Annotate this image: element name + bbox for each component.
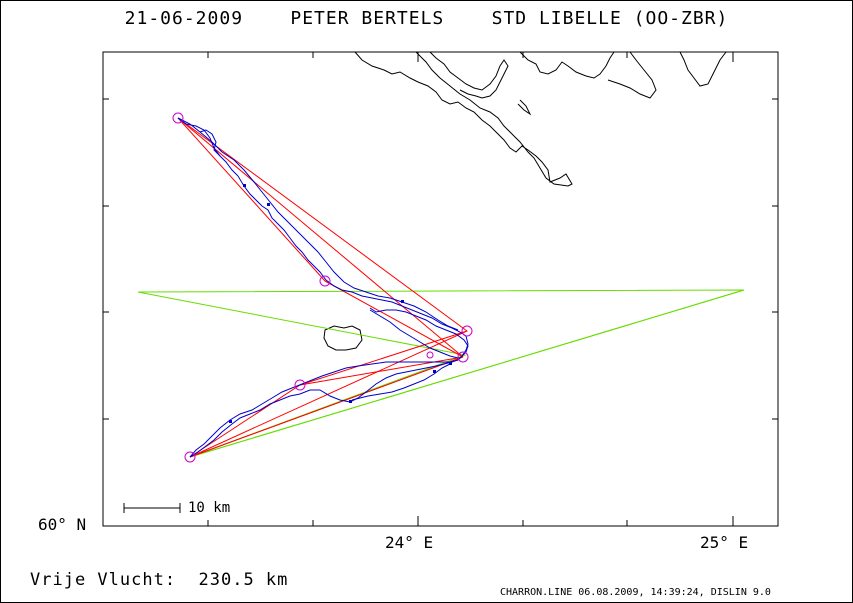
top-ticks (207, 52, 734, 62)
latitude-label: 60° N (38, 515, 87, 534)
turnpoint-marker (294, 379, 306, 391)
bottom-ticks (207, 516, 734, 526)
scale-bar (123, 503, 181, 513)
turnpoint-marker (319, 275, 331, 287)
distance-summary: Vrije Vlucht: 230.5 km (30, 570, 289, 590)
coastline (354, 51, 727, 187)
flight-track (177, 117, 469, 458)
turnpoint-marker (172, 112, 184, 124)
longitude-label: 24° E (385, 533, 434, 552)
island-outline (323, 325, 363, 351)
scale-label: 10 km (188, 500, 231, 516)
longitude-label: 25° E (700, 533, 749, 552)
turnpoint-marker (457, 351, 469, 363)
left-ticks (103, 98, 109, 527)
turnpoints (172, 112, 473, 463)
turnpoint-marker (184, 451, 196, 463)
turnpoint-marker (426, 351, 434, 359)
right-ticks (772, 98, 778, 420)
track-markers (229, 184, 452, 423)
plot-border (102, 51, 779, 527)
turnpoint-marker (461, 325, 473, 337)
credit-line: CHARRON.LINE 06.08.2009, 14:39:24, DISLI… (500, 587, 771, 598)
page-title: 21-06-2009 PETER BERTELS STD LIBELLE (OO… (124, 8, 729, 29)
task-lines (177, 117, 468, 458)
